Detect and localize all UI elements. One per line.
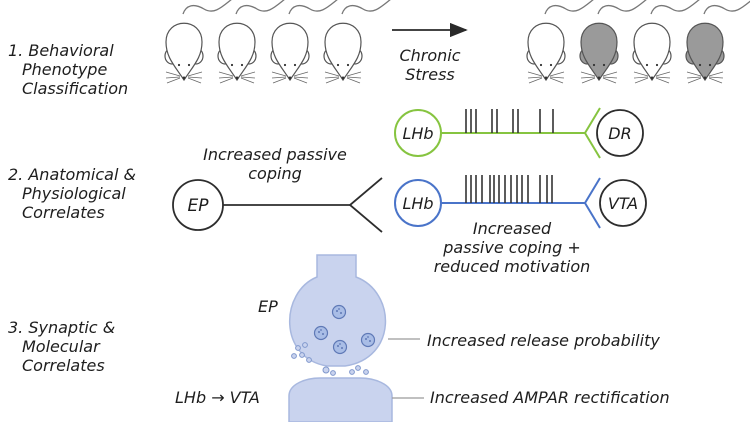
section-2-heading: 2. Anatomical & Physiological Correlates — [8, 165, 136, 222]
synapse — [288, 254, 424, 422]
vta-pathway-label-line-1: Increased — [472, 219, 552, 238]
section-2-line-1: Anatomical & — [28, 165, 136, 184]
section-3-heading: 3. Synaptic & Molecular Correlates — [8, 318, 115, 375]
lhb-bottom-label: LHb — [402, 194, 433, 213]
ep-pathway-label-line-1: Increased passive — [203, 145, 347, 164]
dr-label: DR — [608, 124, 631, 143]
vta-pathway-label-line-2: passive coping + — [443, 238, 581, 257]
release-probability-annotation: Increased release probability — [427, 331, 660, 350]
vta-label: VTA — [608, 194, 638, 213]
section-3-line-3: Correlates — [22, 356, 105, 375]
ep-axon-terminal — [348, 177, 383, 233]
dr-node — [596, 109, 644, 157]
lhb-vta-spike-train — [465, 175, 553, 203]
ampar-rectification-annotation: Increased AMPAR rectification — [430, 388, 670, 407]
released-neurotransmitter — [291, 342, 369, 376]
section-1-heading: 1. Behavioral Phenotype Classification — [8, 41, 128, 98]
vta-node — [599, 179, 647, 227]
section-3-line-1: Synaptic & — [28, 318, 116, 337]
lhb-dr-projection: LHb DR — [394, 107, 644, 159]
postsynaptic-terminal — [288, 377, 393, 422]
mice-after-group — [526, 0, 750, 84]
section-3-line-2: Molecular — [22, 337, 100, 356]
lhb-top-label: LHb — [402, 124, 433, 143]
vta-pathway-label-line-3: reduced motivation — [433, 257, 591, 276]
chronic-stress-label: Chronic Stress — [398, 46, 462, 84]
chronic-stress-line-1: Chronic — [399, 46, 461, 65]
ep-node-label: EP — [188, 196, 210, 216]
section-1-line-3: Classification — [22, 79, 129, 98]
section-1-number: 1. — [8, 41, 24, 60]
ep-pathway-label-line-2: coping — [248, 164, 302, 183]
mice-before-group — [164, 0, 392, 84]
section-2-number: 2. — [8, 165, 24, 184]
section-3-number: 3. — [8, 318, 24, 337]
vesicle-contents — [318, 308, 371, 349]
section-1-line-1: Behavioral — [28, 41, 114, 60]
vta-pathway-label: Increased passive coping + reduced motiv… — [422, 219, 602, 276]
synapse-pre-label: EP — [258, 297, 278, 316]
section-2-line-3: Correlates — [22, 203, 105, 222]
section-1-line-2: Phenotype — [22, 60, 108, 79]
chronic-stress-line-2: Stress — [405, 65, 455, 84]
ep-pathway-label: Increased passive coping — [195, 145, 355, 183]
section-2-line-2: Physiological — [22, 184, 126, 203]
lhb-dr-spike-train — [465, 109, 554, 133]
after-mouse-4-gray — [685, 0, 750, 84]
before-mouse-4-white — [323, 0, 392, 84]
ep-projection: EP — [172, 177, 383, 233]
synapse-post-label: LHb → VTA — [175, 388, 260, 407]
synaptic-vesicles — [313, 304, 376, 355]
lhb-vta-projection: LHb VTA — [394, 175, 647, 229]
